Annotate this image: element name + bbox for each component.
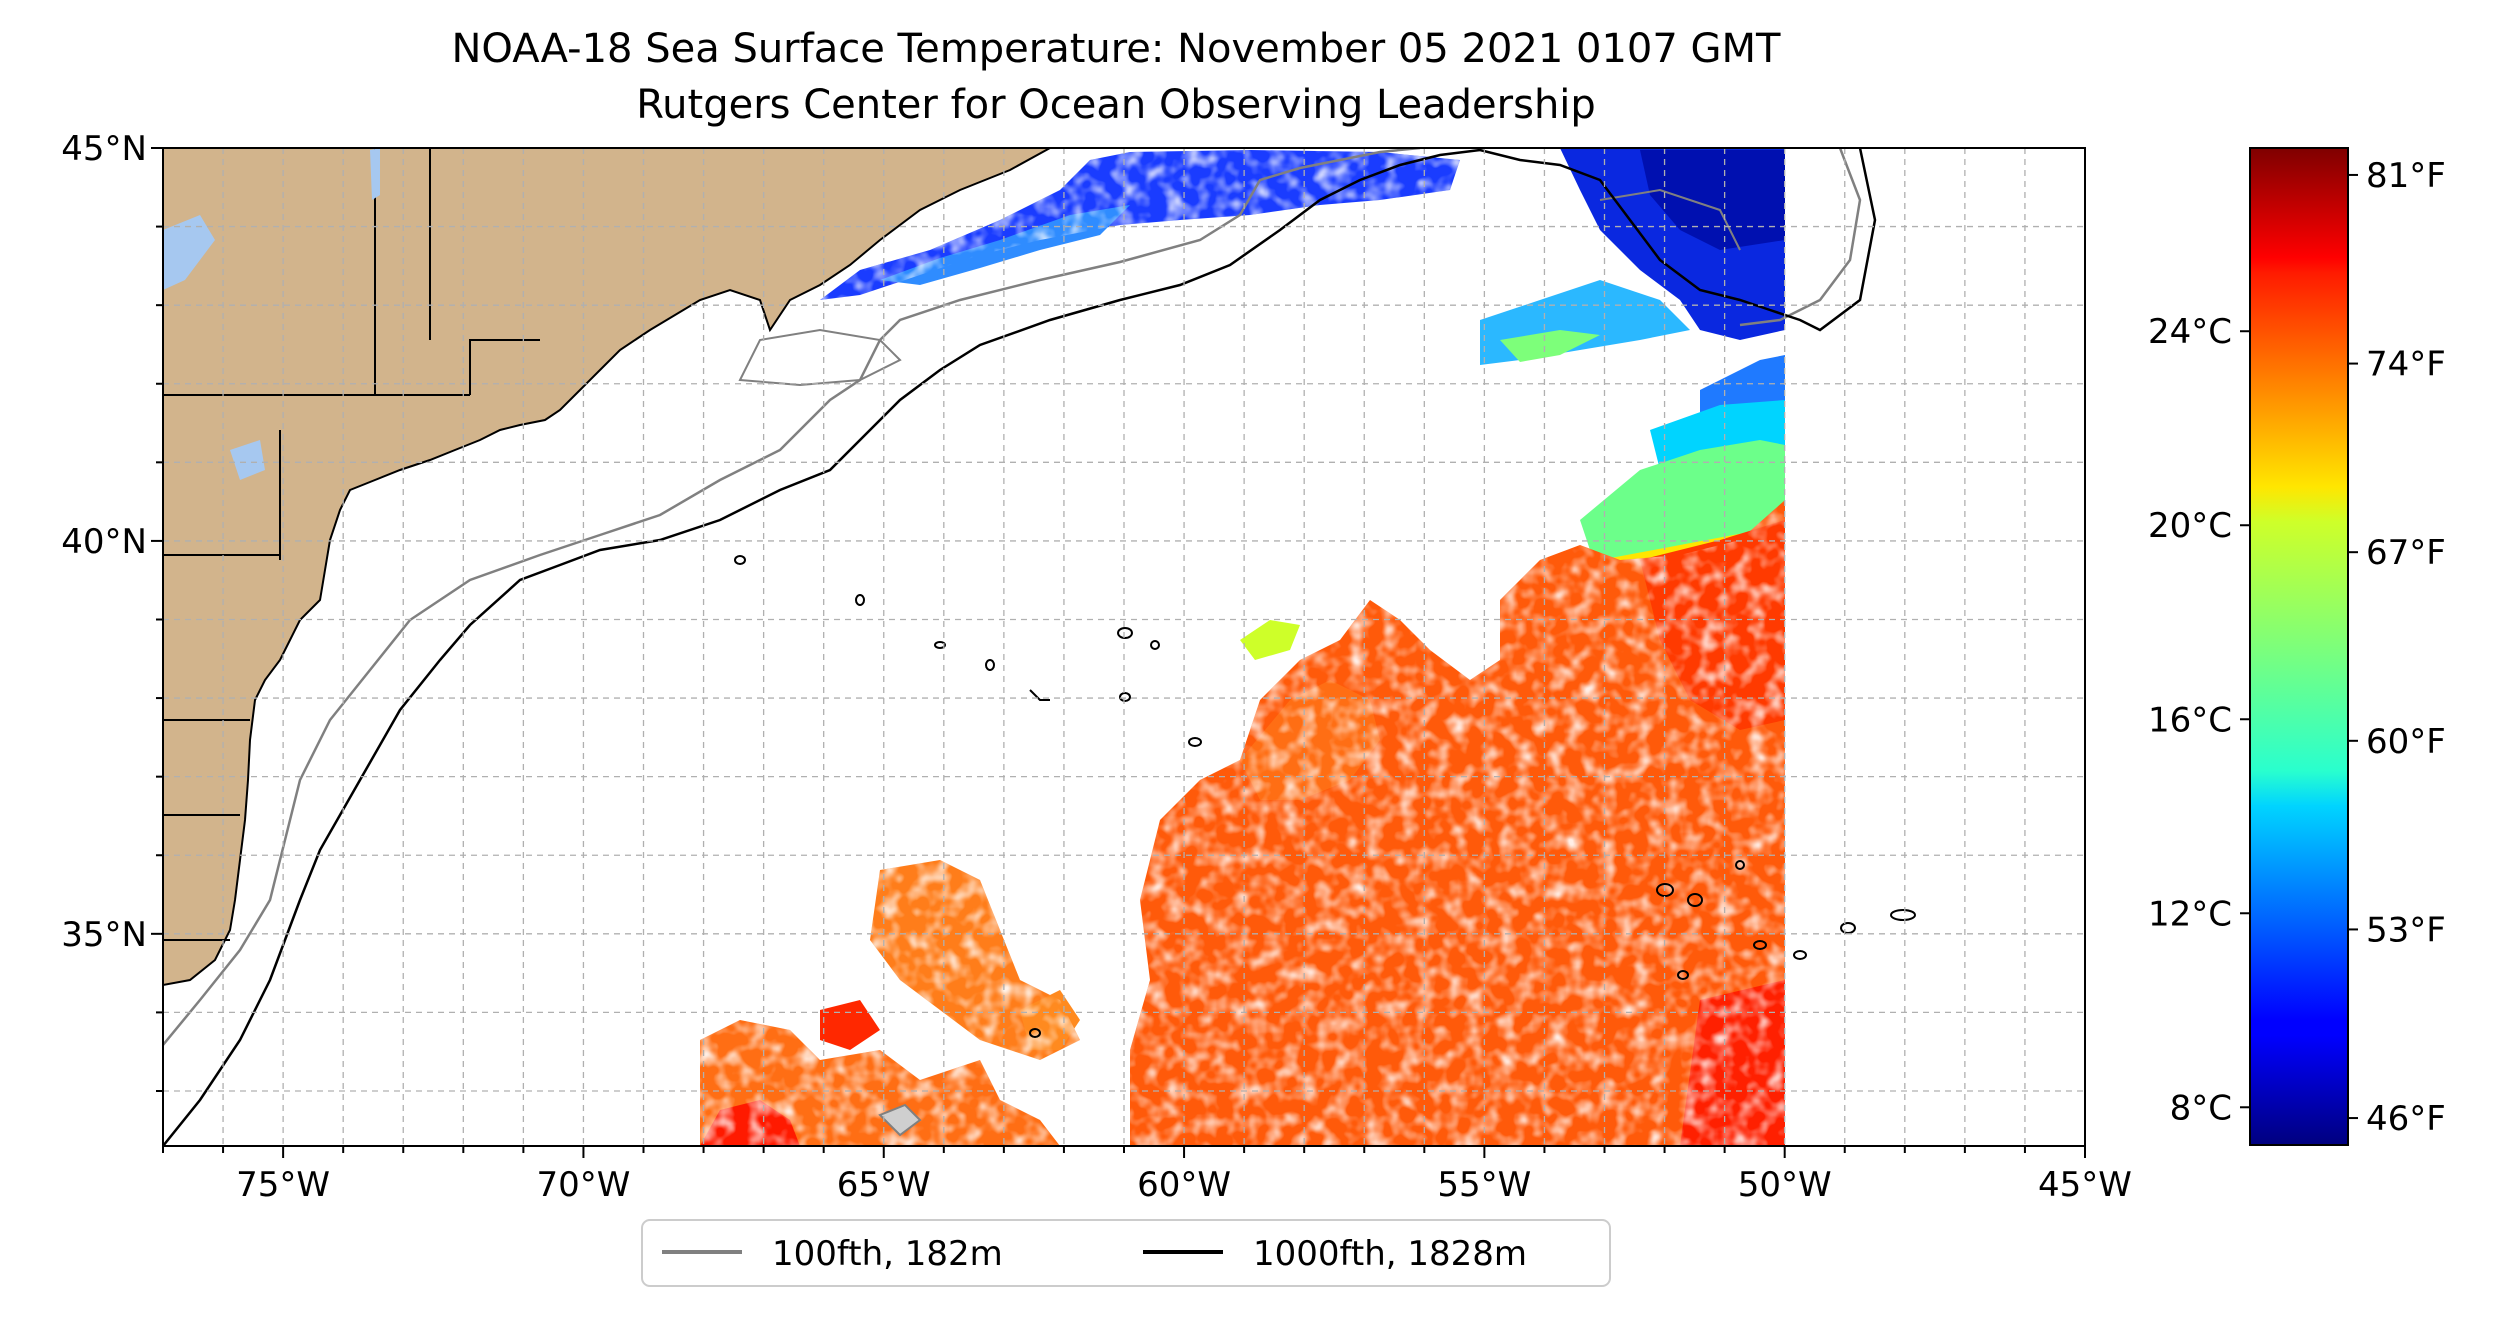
colorbar-label-f: 67°F xyxy=(2366,533,2446,573)
x-tick-label: 65°W xyxy=(837,1165,931,1205)
x-tick-label: 55°W xyxy=(1437,1165,1531,1205)
y-tick-label: 35°N xyxy=(61,915,147,955)
colorbar-label-c: 8°C xyxy=(2170,1088,2232,1128)
title-line-1: NOAA-18 Sea Surface Temperature: Novembe… xyxy=(452,26,1782,72)
x-tick-label: 50°W xyxy=(1738,1165,1832,1205)
x-tick-label: 60°W xyxy=(1137,1165,1231,1205)
title-line-2: Rutgers Center for Ocean Observing Leade… xyxy=(636,82,1596,128)
colorbar-label-f: 81°F xyxy=(2366,156,2446,196)
y-tick-label: 45°N xyxy=(61,129,147,169)
sst-figure: NOAA-18 Sea Surface Temperature: Novembe… xyxy=(0,0,2502,1318)
colorbar-label-f: 60°F xyxy=(2366,722,2446,762)
legend: 100fth, 182m 1000fth, 1828m xyxy=(642,1220,1610,1286)
x-tick-label: 75°W xyxy=(236,1165,330,1205)
y-tick-label: 40°N xyxy=(61,522,147,562)
colorbar-label-c: 16°C xyxy=(2148,700,2232,740)
map-area xyxy=(163,148,2085,1146)
x-tick-label: 45°W xyxy=(2038,1165,2132,1205)
colorbar-label-c: 20°C xyxy=(2148,506,2232,546)
colorbar-label-c: 12°C xyxy=(2148,894,2232,934)
legend-label-1000fth: 1000fth, 1828m xyxy=(1253,1234,1527,1274)
x-tick-label: 70°W xyxy=(536,1165,630,1205)
colorbar-gradient xyxy=(2250,148,2348,1145)
colorbar-label-f: 74°F xyxy=(2366,345,2446,385)
legend-label-100fth: 100fth, 182m xyxy=(772,1234,1003,1274)
colorbar-label-c: 24°C xyxy=(2148,312,2232,352)
colorbar: 46°F 53°F 60°F 67°F 74°F 81°F 8°C 12°C 16°C 20°C 2… xyxy=(2148,148,2446,1145)
colorbar-label-f: 53°F xyxy=(2366,910,2446,950)
colorbar-label-f: 46°F xyxy=(2366,1099,2446,1139)
